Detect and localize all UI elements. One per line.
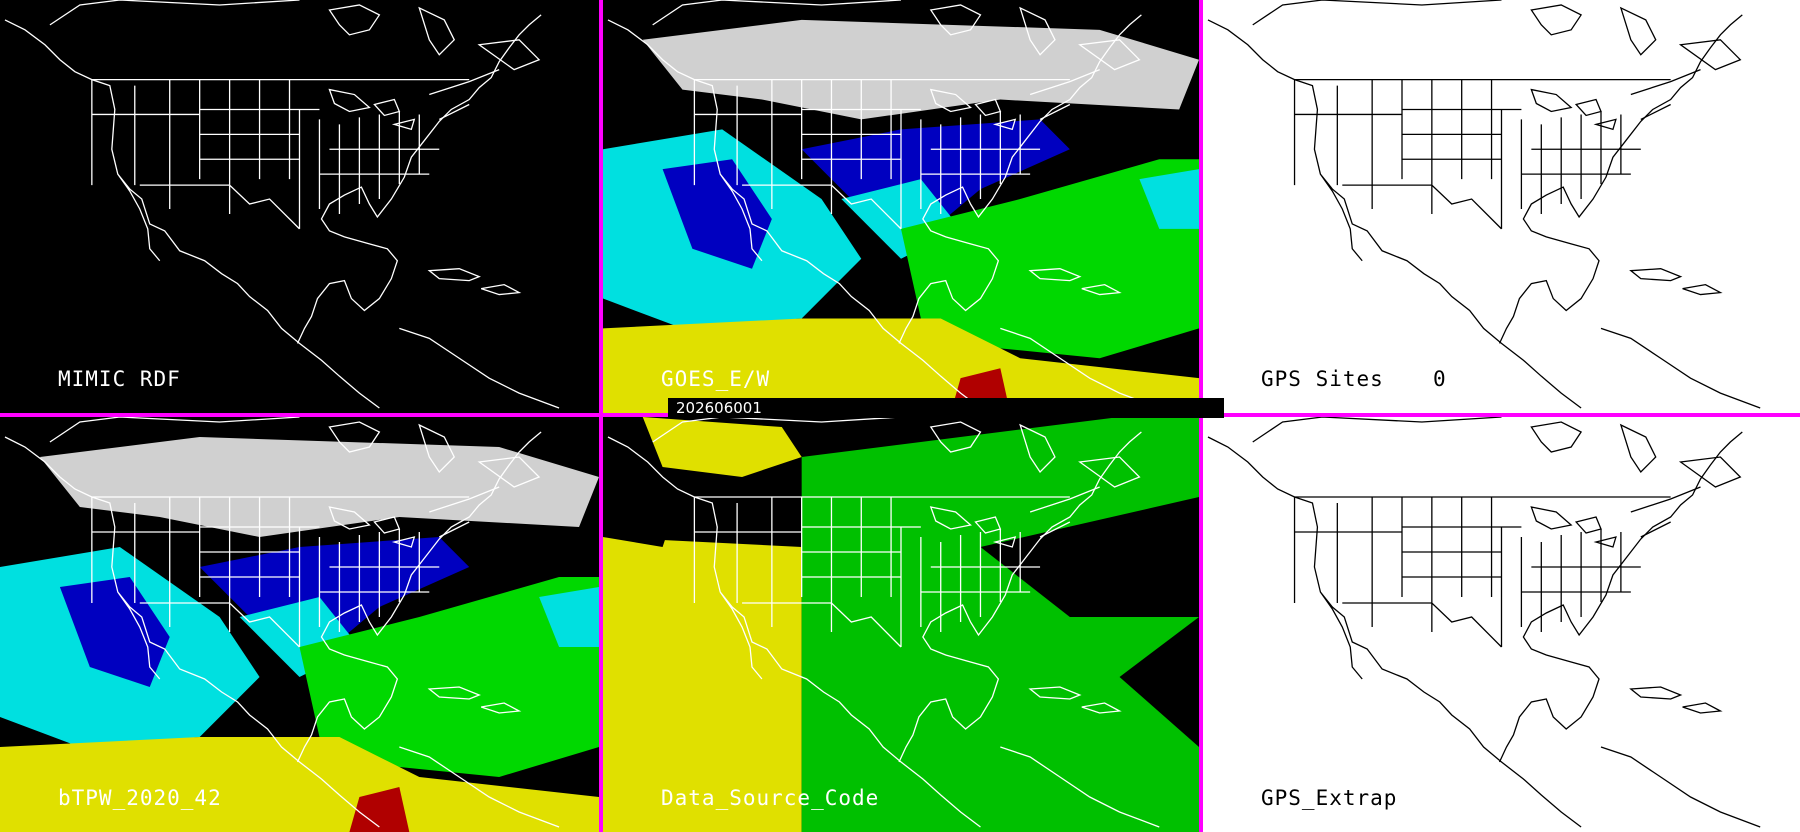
state-borders bbox=[1293, 486, 1701, 648]
panel-data-source-code: Data_Source_Code bbox=[603, 417, 1199, 832]
goes-ew-map bbox=[603, 0, 1199, 413]
state-borders bbox=[1293, 69, 1701, 230]
state-borders bbox=[91, 69, 500, 230]
great-lakes-outline bbox=[929, 506, 1017, 548]
coastline-outline bbox=[4, 14, 560, 409]
arctic-islands-outline bbox=[49, 0, 541, 71]
gps-site-count: 0 bbox=[1433, 367, 1447, 391]
gps-extrap-map bbox=[1207, 417, 1761, 828]
arctic-islands-outline bbox=[652, 0, 1141, 71]
arctic-islands-outline bbox=[1252, 417, 1742, 488]
panel-label: GPS Sites bbox=[1261, 367, 1384, 391]
panel-mimic-rdf: MIMIC RDF bbox=[0, 0, 599, 413]
great-lakes-outline bbox=[929, 88, 1017, 131]
state-borders bbox=[693, 69, 1100, 230]
coastline-outline bbox=[1207, 14, 1761, 409]
data-field-overlay bbox=[0, 437, 599, 832]
coastline-outline bbox=[4, 431, 560, 828]
panel-goes-ew: GOES_E/W bbox=[603, 0, 1199, 413]
great-lakes-outline bbox=[328, 506, 416, 548]
panel-gps-extrap: GPS_Extrap bbox=[1203, 417, 1800, 832]
arctic-islands-outline bbox=[49, 417, 541, 488]
data-field-overlay bbox=[603, 19, 1199, 413]
coastline-outline bbox=[607, 431, 1160, 828]
coastline-outline bbox=[1207, 431, 1761, 828]
arctic-islands-outline bbox=[1252, 0, 1742, 71]
panel-label: GPS_Extrap bbox=[1261, 786, 1398, 810]
panel-label: MIMIC RDF bbox=[58, 367, 181, 391]
data-source-code-map bbox=[603, 417, 1199, 832]
timestamp-label: 202606001 bbox=[668, 398, 1224, 418]
panel-gps-sites: GPS Sites 0 bbox=[1203, 0, 1800, 413]
btpw-map bbox=[0, 417, 599, 832]
gps-sites-map bbox=[1207, 0, 1761, 409]
arctic-islands-outline bbox=[652, 417, 1141, 488]
state-borders bbox=[693, 486, 1100, 648]
coastline-outline bbox=[607, 14, 1160, 409]
great-lakes-outline bbox=[328, 88, 416, 131]
panel-btpw: bTPW_2020_42 bbox=[0, 417, 599, 832]
great-lakes-outline bbox=[1530, 88, 1617, 131]
panel-label: Data_Source_Code bbox=[661, 786, 880, 810]
state-borders bbox=[91, 486, 500, 648]
great-lakes-outline bbox=[1530, 506, 1617, 548]
panel-label: bTPW_2020_42 bbox=[58, 786, 222, 810]
panel-label: GOES_E/W bbox=[661, 367, 771, 391]
data-field-overlay bbox=[603, 417, 1199, 832]
mimic-rdf-map bbox=[4, 0, 560, 409]
